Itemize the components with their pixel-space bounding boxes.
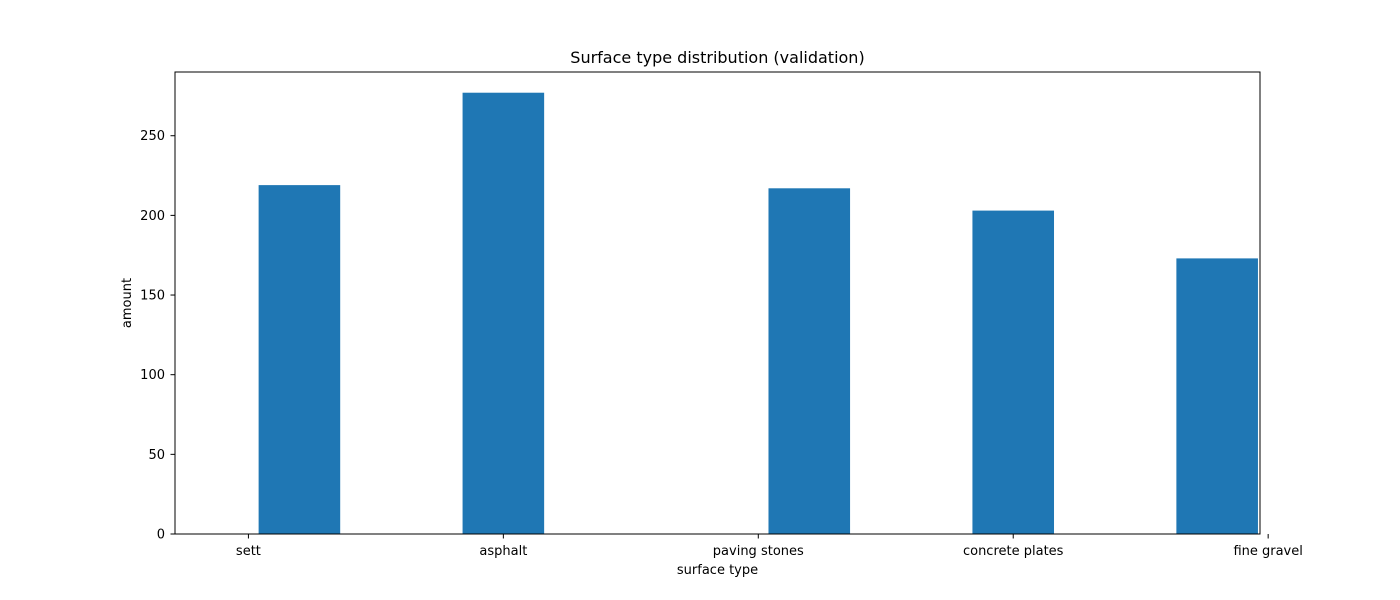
bar-2	[768, 188, 851, 534]
y-axis-label: amount	[120, 278, 135, 328]
y-tick-label: 0	[157, 528, 165, 543]
y-axis: 0 50 100 150 200 250	[140, 129, 175, 543]
y-tick-label: 250	[140, 129, 165, 144]
y-tick-label: 200	[140, 209, 165, 224]
chart-title: Surface type distribution (validation)	[570, 48, 864, 67]
x-tick-label: asphalt	[479, 544, 527, 559]
x-axis-label: surface type	[677, 563, 758, 578]
y-tick-label: 150	[140, 289, 165, 304]
x-axis: sett asphalt paving stones concrete plates f…	[236, 534, 1303, 559]
bar-1	[462, 92, 545, 535]
bars-group	[258, 92, 1258, 535]
x-tick-label: paving stones	[713, 544, 804, 559]
x-tick-label: fine gravel	[1233, 544, 1302, 559]
x-tick-label: sett	[236, 544, 261, 559]
bar-4	[1176, 258, 1258, 534]
y-tick-label: 50	[148, 448, 165, 463]
bar-3	[972, 210, 1055, 534]
plot-frame	[174, 71, 1261, 535]
bar-0	[258, 185, 341, 534]
x-tick-label: concrete plates	[963, 544, 1064, 559]
y-tick-label: 100	[140, 368, 165, 383]
